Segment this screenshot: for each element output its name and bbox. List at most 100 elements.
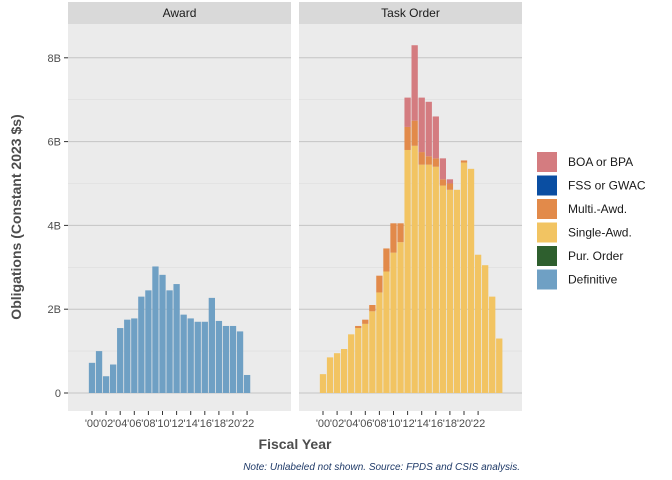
bar-segment	[439, 185, 446, 393]
bar-segment	[425, 101, 432, 157]
bar-segment	[432, 116, 439, 159]
bar-segment	[411, 45, 418, 121]
bar-segment	[390, 252, 397, 393]
bar-segment	[404, 126, 411, 150]
bar-segment	[187, 318, 194, 393]
x-tick-label: '12	[400, 418, 414, 430]
x-tick-label: '22	[471, 418, 485, 430]
bar-segment	[333, 353, 341, 393]
x-tick-label: '22	[240, 418, 254, 430]
y-tick-label: 8B	[48, 53, 61, 65]
y-tick-label: 4B	[48, 220, 61, 232]
bar-segment	[117, 328, 124, 393]
x-tick-label: '14	[184, 418, 198, 430]
bar-segment	[159, 274, 166, 393]
bar-segment	[383, 271, 390, 393]
legend-label: Pur. Order	[568, 249, 623, 263]
bar-segment	[376, 292, 383, 393]
x-tick-label: '14	[415, 418, 429, 430]
bar-segment	[411, 120, 418, 146]
bar-segment	[432, 166, 439, 393]
bar-segment	[425, 164, 432, 393]
facet-task-order: Task Order	[299, 2, 522, 411]
y-axis: 0 2B 4B 6B 8B	[48, 53, 68, 400]
bar-segment	[369, 305, 376, 312]
x-tick-label: '20	[226, 418, 240, 430]
facet-task-order-bars	[319, 45, 503, 393]
bar-segment	[482, 265, 489, 393]
x-tick-label: '18	[212, 418, 226, 430]
bar-segment	[460, 162, 468, 393]
x-tick-label: '16	[198, 418, 212, 430]
x-tick-label: '12	[169, 418, 183, 430]
bar-segment	[348, 334, 355, 393]
bar-segment	[236, 331, 244, 393]
x-tick-label: '02	[99, 418, 113, 430]
x-tick-label: '08	[141, 418, 155, 430]
y-tick-label: 0	[55, 388, 61, 400]
y-axis-title: Obligations (Constant 2023 $s)	[8, 114, 24, 319]
bar-segment	[460, 160, 468, 163]
bar-segment	[319, 374, 327, 393]
legend-swatch	[537, 246, 557, 266]
x-tick-label: '04	[113, 418, 127, 430]
legend-swatch	[537, 199, 557, 219]
legend-swatch	[537, 152, 557, 172]
bar-segment	[418, 152, 425, 165]
facet-task-order-strip	[299, 2, 522, 24]
x-tick-label: '06	[358, 418, 372, 430]
bar-segment	[341, 349, 348, 393]
bar-segment	[362, 319, 369, 324]
legend-label: Single-Awd.	[568, 226, 632, 240]
x-tick-label: '10	[155, 418, 169, 430]
bar-segment	[474, 254, 482, 393]
facet-task-order-label: Task Order	[381, 6, 440, 20]
bar-segment	[194, 321, 201, 393]
bar-segment	[418, 97, 425, 153]
bar-segment	[453, 189, 461, 393]
bar-segment	[432, 158, 439, 167]
bar-segment	[446, 179, 454, 184]
x-tick-label: '16	[429, 418, 443, 430]
legend-label: BOA or BPA	[568, 155, 633, 169]
legend-swatch	[537, 175, 557, 196]
bar-segment	[152, 266, 159, 393]
facet-award: Award	[68, 2, 291, 411]
source-note: Note: Unlabeled not shown. Source: FPDS …	[243, 462, 520, 473]
bar-segment	[397, 223, 404, 243]
x-tick-label: '00	[316, 418, 330, 430]
bar-segment	[446, 183, 454, 190]
bar-segment	[173, 284, 180, 393]
bar-segment	[439, 179, 446, 186]
bar-segment	[404, 97, 411, 127]
y-tick-label: 6B	[48, 137, 61, 149]
bar-segment	[215, 320, 223, 393]
x-axis-award: '00'02'04'06'08'10'12'14'16'18'20'22	[85, 411, 254, 430]
bar-segment	[145, 290, 152, 393]
bar-segment	[88, 362, 96, 393]
bar-segment	[418, 164, 425, 393]
bar-segment	[110, 364, 117, 393]
bar-segment	[222, 325, 230, 393]
x-tick-label: '08	[372, 418, 386, 430]
facet-award-label: Award	[163, 6, 197, 20]
facet-award-bars	[88, 266, 251, 393]
facet-award-strip	[68, 2, 291, 24]
bar-segment	[397, 242, 404, 393]
bar-segment	[390, 223, 397, 253]
bar-segment	[180, 314, 187, 393]
bar-segment	[446, 189, 454, 393]
legend-swatch	[537, 269, 557, 290]
x-axis-task-order: '00'02'04'06'08'10'12'14'16'18'20'22	[316, 411, 485, 430]
bar-segment	[229, 325, 237, 393]
bar-segment	[369, 311, 376, 393]
bar-segment	[376, 275, 383, 293]
bar-segment	[362, 323, 369, 393]
bar-segment	[326, 357, 334, 393]
bar-segment	[166, 290, 173, 393]
bar-segment	[355, 328, 362, 393]
x-tick-label: '02	[330, 418, 344, 430]
legend-label: Definitive	[568, 273, 618, 287]
bar-segment	[95, 351, 103, 393]
bar-segment	[439, 158, 446, 180]
